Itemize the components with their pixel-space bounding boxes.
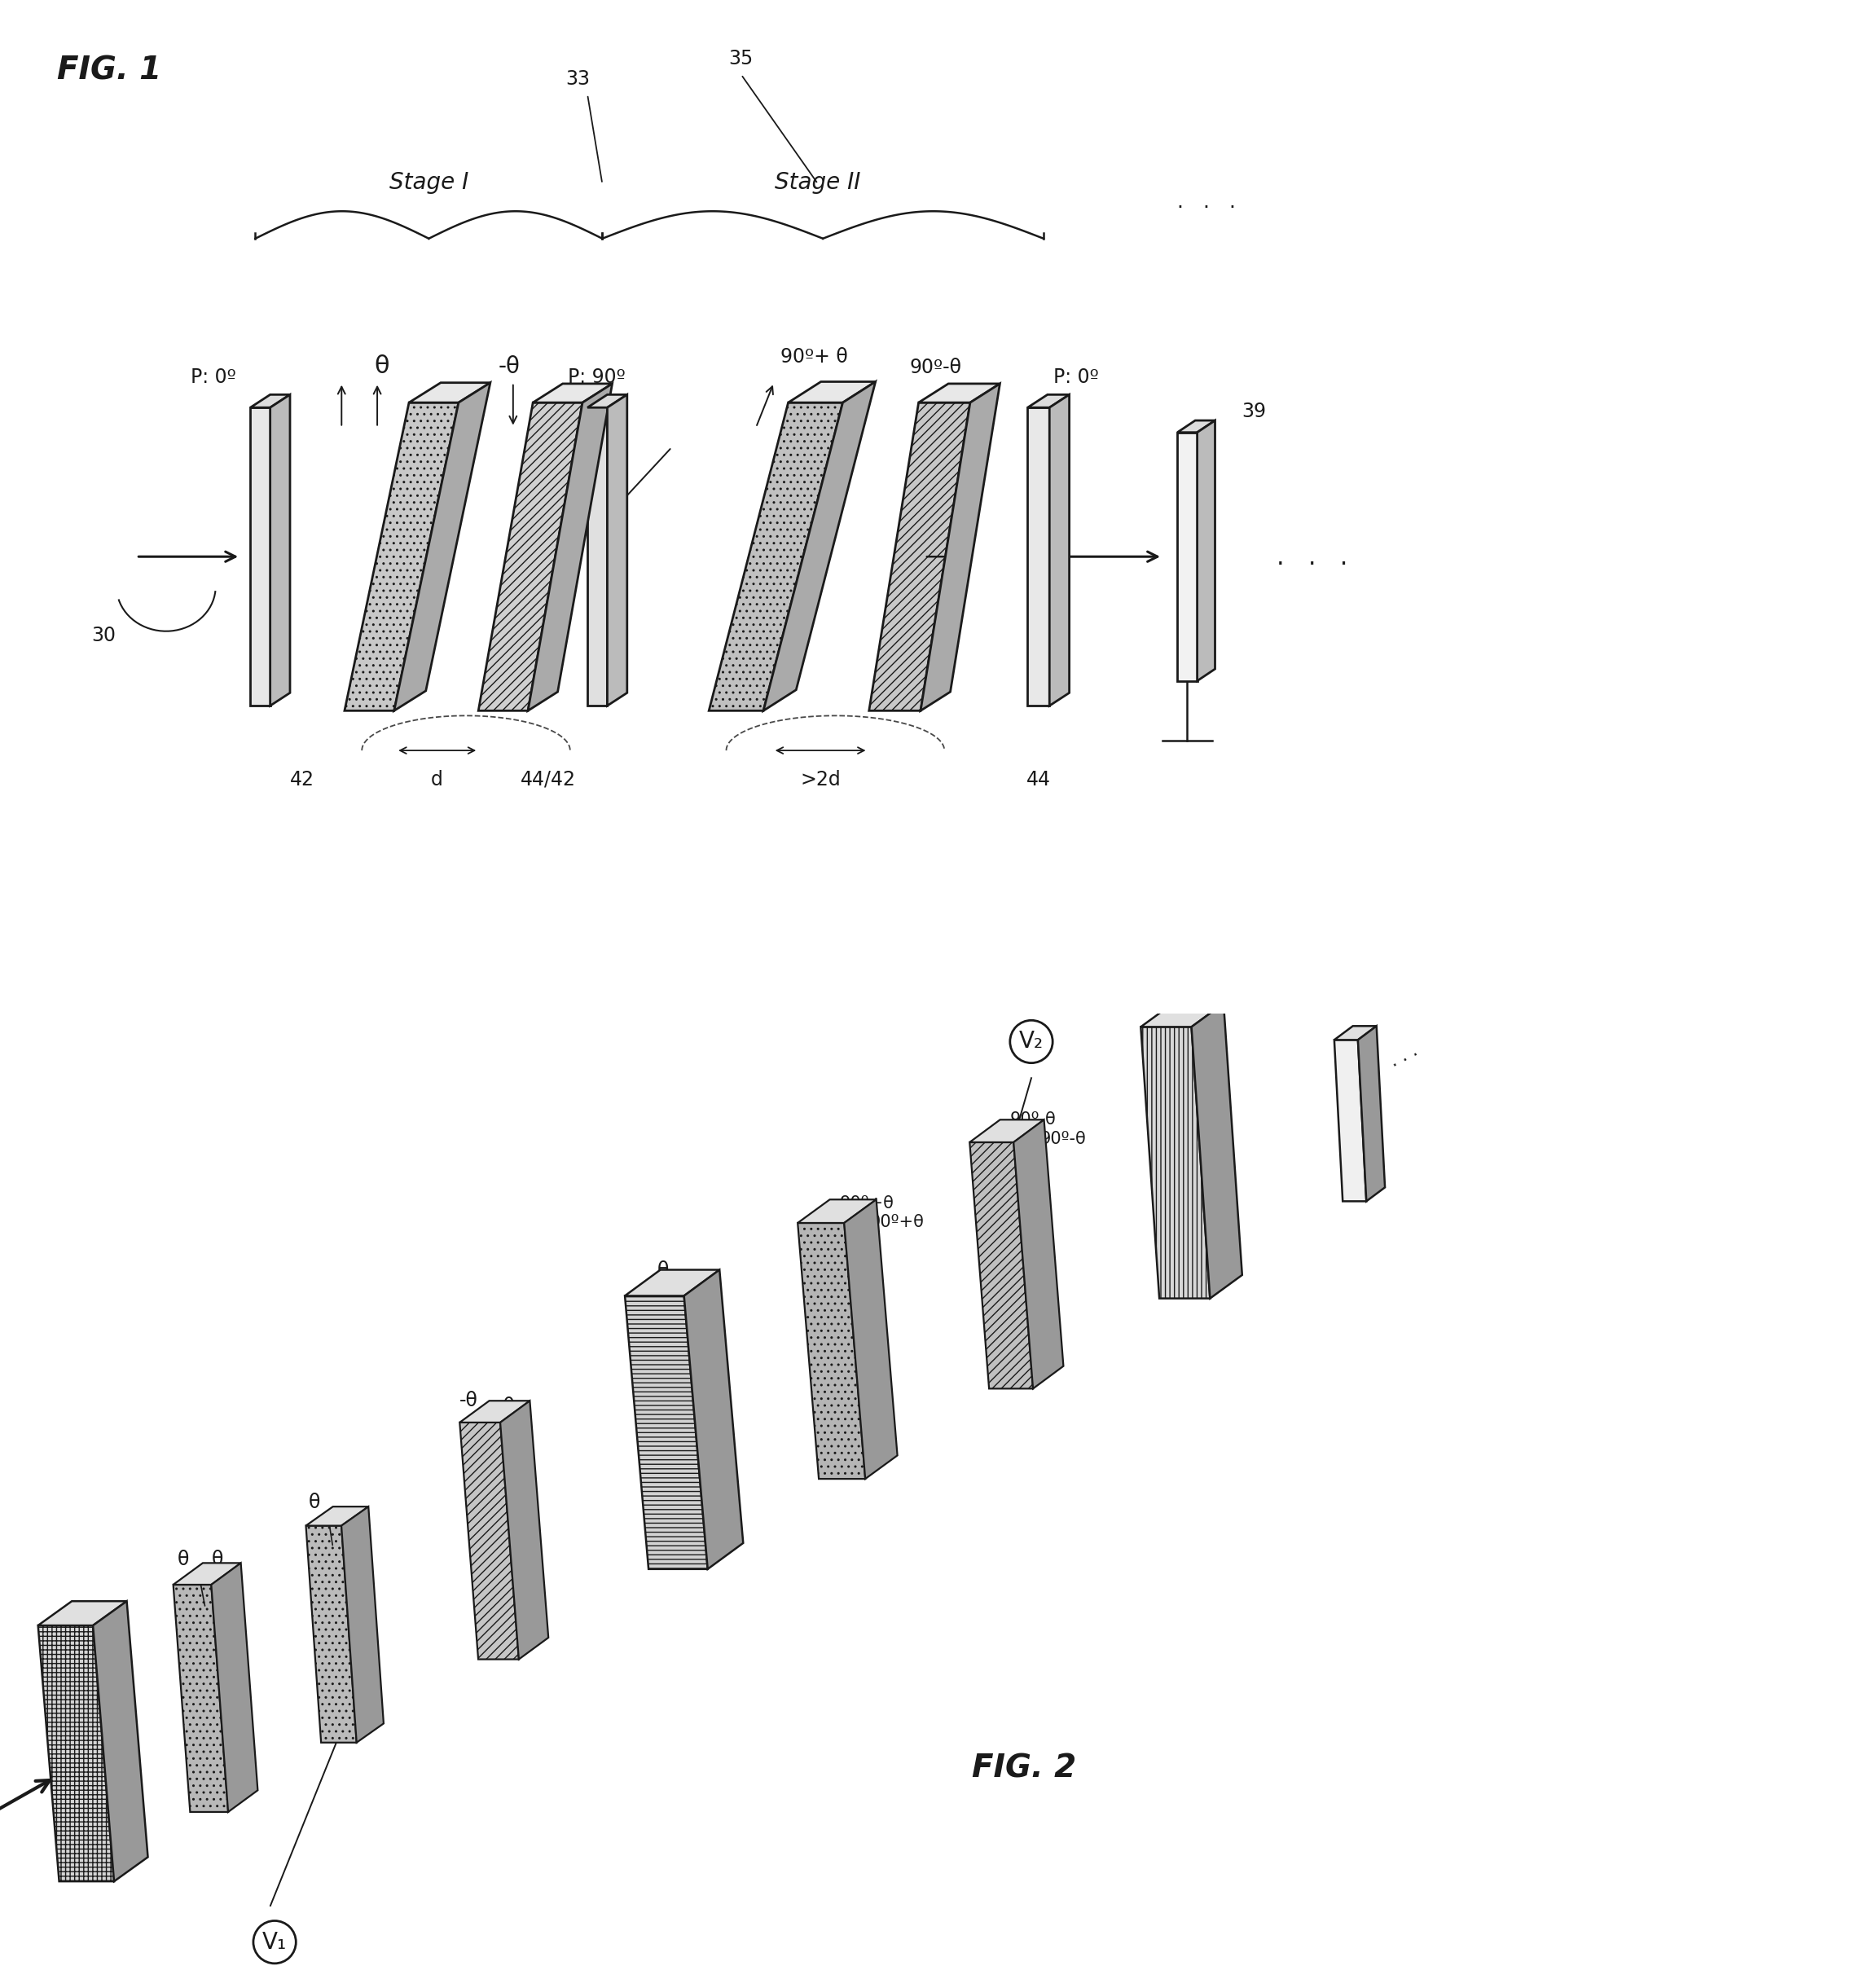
Polygon shape: [37, 1600, 126, 1626]
Text: ·   ·   ·: · · ·: [1177, 199, 1236, 219]
Polygon shape: [1141, 1028, 1210, 1298]
Polygon shape: [1192, 1004, 1242, 1298]
Polygon shape: [93, 1600, 149, 1881]
Text: Stage I: Stage I: [389, 171, 468, 193]
Text: θ: θ: [177, 1549, 190, 1569]
Text: · · ·: · · ·: [1389, 1048, 1422, 1074]
Polygon shape: [587, 394, 626, 408]
Polygon shape: [1141, 1004, 1223, 1028]
Polygon shape: [798, 1223, 864, 1479]
Text: 39: 39: [1242, 402, 1266, 421]
Text: 90º+θ: 90º+θ: [870, 1215, 924, 1231]
Text: 44: 44: [1026, 769, 1050, 789]
Polygon shape: [1335, 1040, 1366, 1201]
Polygon shape: [625, 1296, 708, 1569]
Text: θ: θ: [309, 1493, 320, 1513]
Text: >2d: >2d: [799, 769, 840, 789]
Polygon shape: [478, 402, 582, 710]
Polygon shape: [307, 1507, 368, 1525]
Polygon shape: [251, 408, 270, 706]
Polygon shape: [970, 1143, 1034, 1390]
Text: P: 0º: P: 0º: [191, 368, 236, 388]
Text: V₂: V₂: [1019, 1030, 1043, 1054]
Polygon shape: [500, 1402, 548, 1660]
Text: θ: θ: [212, 1549, 223, 1569]
Text: ·   ·   ·: · · ·: [1277, 553, 1348, 577]
Polygon shape: [1177, 433, 1197, 680]
Polygon shape: [534, 384, 612, 402]
Text: 90º-θ: 90º-θ: [909, 358, 961, 378]
Polygon shape: [307, 1525, 357, 1743]
Polygon shape: [684, 1270, 744, 1569]
Text: 44/42: 44/42: [521, 769, 576, 789]
Polygon shape: [788, 382, 876, 402]
Polygon shape: [173, 1584, 229, 1811]
Text: 90º-θ: 90º-θ: [1039, 1131, 1086, 1147]
Text: θ: θ: [656, 1260, 669, 1280]
Text: -θ: -θ: [496, 1398, 515, 1415]
Polygon shape: [1357, 1026, 1385, 1201]
Polygon shape: [625, 1270, 719, 1296]
Text: FIG. 2: FIG. 2: [972, 1753, 1076, 1783]
Text: 35: 35: [729, 50, 753, 70]
Polygon shape: [608, 394, 626, 706]
Text: 90º+ θ: 90º+ θ: [781, 348, 848, 368]
Polygon shape: [37, 1626, 113, 1881]
Text: P: 0º: P: 0º: [1054, 368, 1099, 388]
Text: 30: 30: [91, 626, 115, 646]
Text: 33: 33: [565, 70, 589, 89]
Polygon shape: [344, 402, 459, 710]
Polygon shape: [764, 382, 876, 710]
Text: 90º-θ: 90º-θ: [1009, 1111, 1056, 1127]
Text: P: 90º: P: 90º: [567, 368, 625, 388]
Polygon shape: [1197, 421, 1216, 680]
Polygon shape: [918, 384, 1000, 402]
Polygon shape: [587, 408, 608, 706]
Polygon shape: [844, 1199, 898, 1479]
Polygon shape: [394, 382, 491, 710]
Polygon shape: [920, 384, 1000, 710]
Polygon shape: [1028, 408, 1050, 706]
Polygon shape: [459, 1423, 519, 1660]
Text: Stage II: Stage II: [775, 171, 861, 193]
Polygon shape: [459, 1402, 530, 1423]
Text: FIG. 1: FIG. 1: [58, 56, 162, 85]
Polygon shape: [270, 394, 290, 706]
Polygon shape: [173, 1563, 242, 1584]
Polygon shape: [1335, 1026, 1376, 1040]
Text: -θ: -θ: [498, 354, 521, 378]
Polygon shape: [1028, 394, 1069, 408]
Polygon shape: [868, 402, 970, 710]
Text: -θ: -θ: [459, 1390, 478, 1409]
Text: 90º+θ: 90º+θ: [840, 1195, 894, 1211]
Text: V₁: V₁: [262, 1930, 286, 1954]
Polygon shape: [528, 384, 612, 710]
Polygon shape: [212, 1563, 258, 1811]
Text: 42: 42: [290, 769, 314, 789]
Polygon shape: [1177, 421, 1216, 433]
Polygon shape: [1013, 1119, 1063, 1390]
Polygon shape: [409, 382, 491, 402]
Polygon shape: [251, 394, 290, 408]
Text: d: d: [431, 769, 442, 789]
Polygon shape: [342, 1507, 383, 1743]
Polygon shape: [708, 402, 842, 710]
Text: θ: θ: [374, 354, 389, 378]
Polygon shape: [970, 1119, 1045, 1143]
Polygon shape: [798, 1199, 876, 1223]
Polygon shape: [1050, 394, 1069, 706]
